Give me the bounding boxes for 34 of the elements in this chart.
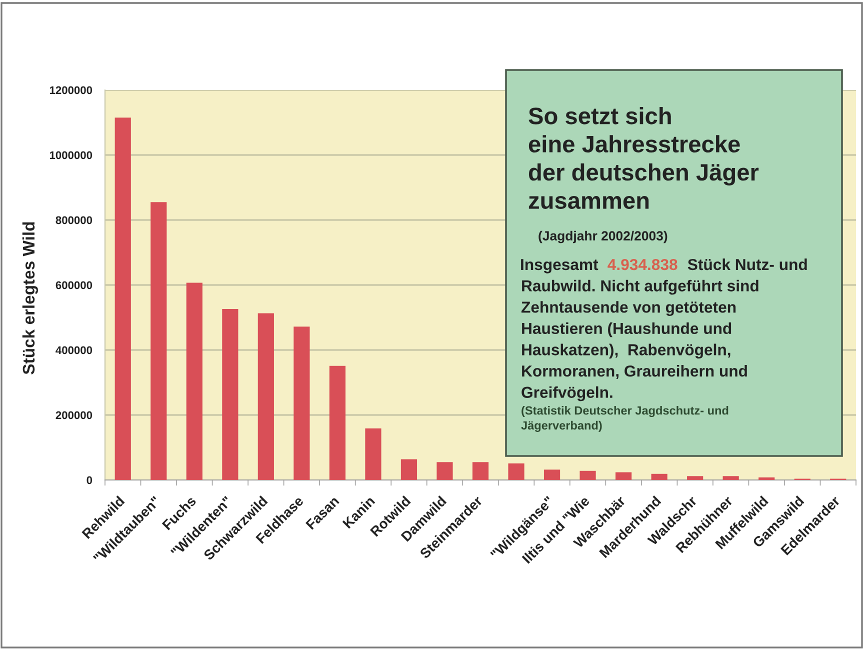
- bar: [222, 309, 238, 480]
- y-tick-label: 800000: [56, 216, 92, 224]
- annotation: Raubwild. Nicht aufgeführt sind Zehntausende von getöteten Haustieren (Haushunde und Hauskatzen), Rabenvögeln, Kormoranen, Graureihern und Greifvögeln.: [521, 280, 758, 402]
- bar: [544, 470, 560, 480]
- annotation: 4.934.838: [608, 258, 678, 270]
- bar: [186, 282, 202, 480]
- bar: [436, 462, 453, 480]
- y-tick-label: 0: [86, 476, 92, 484]
- text: (Jagdjahr 2002/2003): [538, 230, 668, 244]
- annotation: (Statistik Deutscher Jagdschutz- und Jägerverband): [521, 406, 728, 432]
- text: So setzt sich eine Jahresstrecke der deutschen Jäger zusammen: [528, 107, 759, 209]
- y-tick-label: 1000000: [50, 151, 92, 160]
- bar: [400, 459, 418, 480]
- bar: [651, 474, 668, 480]
- bar: [616, 472, 632, 480]
- y-tick-label: 600000: [56, 281, 92, 290]
- bar: [508, 463, 524, 480]
- annotation: Insgesamt: [521, 259, 598, 274]
- bar: [365, 428, 382, 480]
- bar: [294, 326, 310, 480]
- bar: [580, 470, 596, 480]
- bar: [258, 313, 274, 480]
- y-tick-label: 1200000: [50, 86, 92, 94]
- annotation: Stück Nutz- und: [688, 258, 807, 270]
- bar: [114, 118, 131, 480]
- bar: [687, 476, 704, 480]
- bar: [472, 462, 489, 480]
- bar: [722, 476, 739, 480]
- y-tick-label: 400000: [56, 346, 92, 354]
- y-tick-label: 200000: [56, 411, 92, 420]
- bar: [329, 366, 346, 480]
- bar: [150, 202, 167, 480]
- bar: [758, 477, 775, 480]
- y-axis-title: Stück erlegtes Wild: [22, 222, 38, 374]
